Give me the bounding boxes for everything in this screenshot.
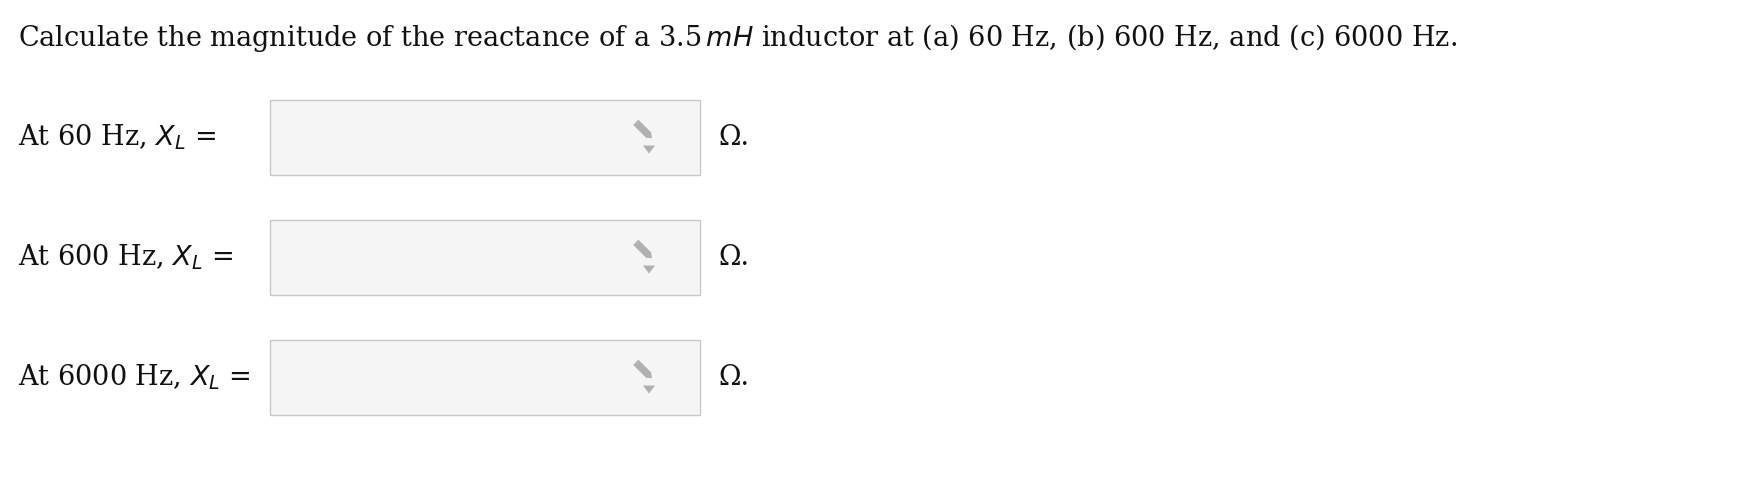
Polygon shape xyxy=(643,145,655,154)
FancyBboxPatch shape xyxy=(271,340,699,415)
Polygon shape xyxy=(647,133,652,138)
FancyBboxPatch shape xyxy=(271,100,699,175)
Text: Ω.: Ω. xyxy=(717,124,748,151)
Polygon shape xyxy=(636,364,650,377)
Text: At 60 Hz, $X_L$ =: At 60 Hz, $X_L$ = xyxy=(18,123,216,152)
Polygon shape xyxy=(636,243,650,257)
Polygon shape xyxy=(633,240,641,248)
Text: Calculate the magnitude of the reactance of a 3.5$\,\mathbf{\mathit{mH}}$ induct: Calculate the magnitude of the reactance… xyxy=(18,22,1457,54)
Text: Ω.: Ω. xyxy=(717,244,748,271)
Polygon shape xyxy=(647,373,652,378)
Text: At 600 Hz, $X_L$ =: At 600 Hz, $X_L$ = xyxy=(18,243,234,272)
Text: Ω.: Ω. xyxy=(717,364,748,391)
Polygon shape xyxy=(643,385,655,394)
Polygon shape xyxy=(633,360,641,368)
Polygon shape xyxy=(647,253,652,258)
Polygon shape xyxy=(636,123,650,138)
Polygon shape xyxy=(633,120,641,128)
Text: At 6000 Hz, $X_L$ =: At 6000 Hz, $X_L$ = xyxy=(18,363,249,392)
FancyBboxPatch shape xyxy=(271,220,699,295)
Polygon shape xyxy=(643,265,655,274)
